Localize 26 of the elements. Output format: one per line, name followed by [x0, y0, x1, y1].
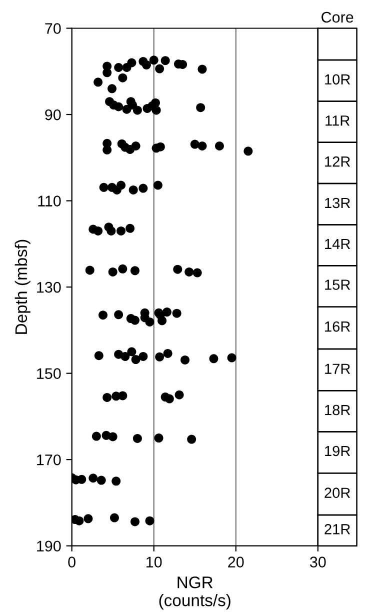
x-tick-label: 20: [228, 556, 244, 568]
annotation: 10R: [325, 74, 350, 85]
y-axis-title: Depth (mbsf): [14, 240, 30, 334]
y-tick-label: 170: [37, 454, 61, 466]
annotation: 14R: [325, 238, 350, 249]
annotation: 13R: [325, 198, 350, 208]
text: Core: [322, 12, 354, 23]
annotation: 16R: [325, 321, 350, 332]
annotation: 18R: [325, 404, 350, 416]
y-tick-label: 150: [37, 368, 61, 379]
annotation: 19R: [325, 446, 350, 456]
y-tick-label: 90: [45, 109, 61, 120]
y-tick-label: 190: [37, 540, 61, 552]
x-axis-title: NGR (counts/s): [159, 576, 230, 610]
x-tick-label: 10: [146, 556, 162, 568]
annotation: 17R: [325, 364, 350, 374]
annotation: 20R: [324, 488, 350, 498]
x-tick-label: 0: [68, 556, 76, 568]
annotation: 15R: [325, 280, 350, 290]
x-tick-label: 30: [310, 556, 326, 568]
y-tick-label: 130: [37, 282, 61, 293]
annotation: 12R: [325, 156, 350, 167]
y-tick-label: 70: [45, 23, 61, 34]
annotation: 11R: [326, 116, 350, 126]
text: 21R: [324, 524, 350, 534]
y-tick-label: 110: [38, 196, 61, 206]
